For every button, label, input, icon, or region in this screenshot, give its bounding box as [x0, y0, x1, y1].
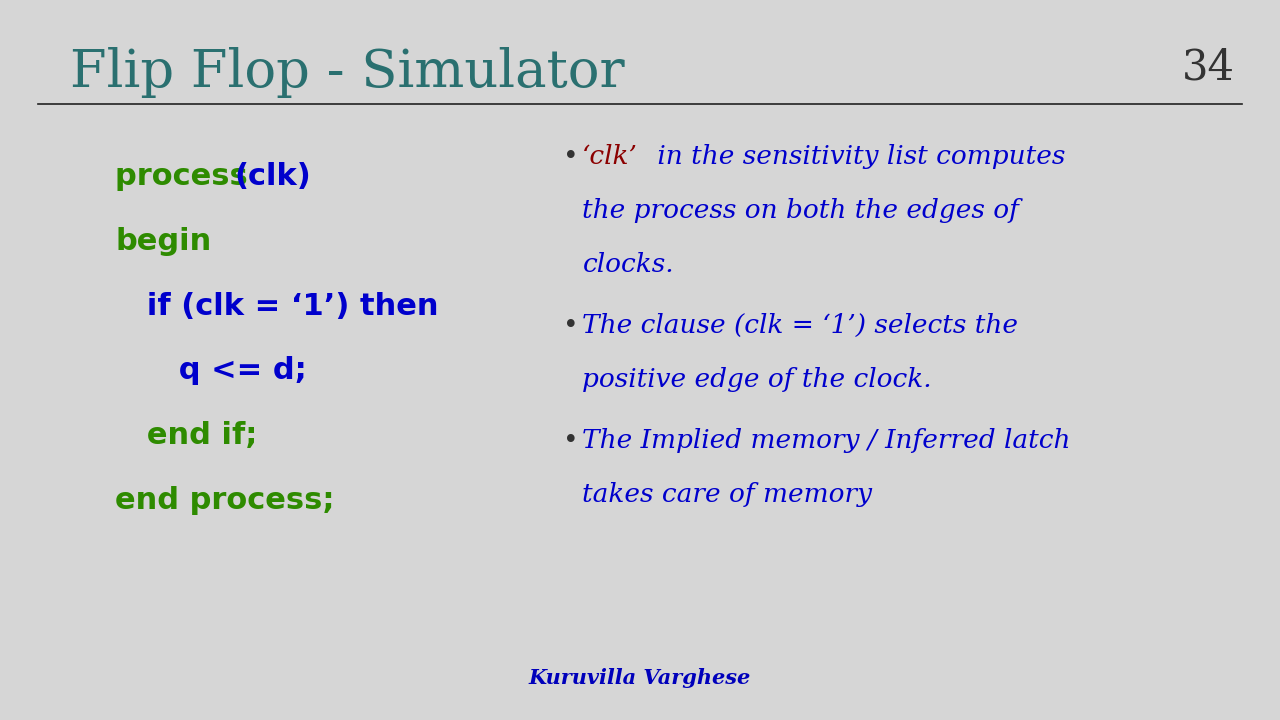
- Text: The Implied memory / Inferred latch: The Implied memory / Inferred latch: [582, 428, 1071, 454]
- Text: end if;: end if;: [115, 421, 257, 450]
- Text: positive edge of the clock.: positive edge of the clock.: [582, 367, 932, 392]
- Text: the process on both the edges of: the process on both the edges of: [582, 198, 1019, 223]
- Text: (clk): (clk): [234, 162, 311, 191]
- Text: •: •: [563, 428, 579, 454]
- Text: clocks.: clocks.: [582, 252, 675, 277]
- Text: q <= d;: q <= d;: [115, 356, 307, 385]
- Text: Flip Flop - Simulator: Flip Flop - Simulator: [70, 47, 625, 98]
- Text: if (clk = ‘1’) then: if (clk = ‘1’) then: [115, 292, 439, 320]
- Text: ‘clk’: ‘clk’: [582, 144, 639, 169]
- Text: The clause (clk = ‘1’) selects the: The clause (clk = ‘1’) selects the: [582, 313, 1019, 338]
- Text: Kuruvilla Varghese: Kuruvilla Varghese: [529, 667, 751, 688]
- Text: •: •: [563, 313, 579, 338]
- Text: begin: begin: [115, 227, 211, 256]
- Text: end process;: end process;: [115, 486, 334, 515]
- Text: •: •: [563, 144, 579, 169]
- Text: process: process: [115, 162, 259, 191]
- Text: takes care of memory: takes care of memory: [582, 482, 873, 508]
- Text: 34: 34: [1183, 47, 1235, 89]
- Text: in the sensitivity list computes: in the sensitivity list computes: [649, 144, 1065, 169]
